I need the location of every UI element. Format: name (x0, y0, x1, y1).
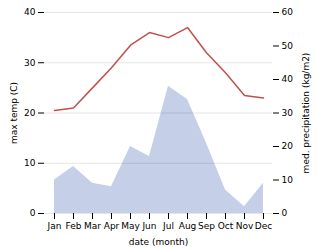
svg-text:Nov: Nov (236, 221, 254, 231)
svg-text:50: 50 (282, 41, 294, 51)
svg-text:Aug: Aug (179, 221, 197, 231)
svg-text:0: 0 (30, 208, 36, 218)
svg-text:Apr: Apr (104, 221, 120, 231)
svg-text:May: May (121, 221, 140, 231)
svg-text:10: 10 (24, 158, 36, 168)
svg-text:med. precipitation (kg/m2): med. precipitation (kg/m2) (301, 53, 311, 174)
svg-text:30: 30 (24, 58, 36, 68)
svg-text:Dec: Dec (255, 221, 272, 231)
svg-text:20: 20 (24, 108, 36, 118)
svg-text:Jan: Jan (47, 221, 62, 231)
svg-text:date (month): date (month) (129, 237, 188, 247)
svg-text:Oct: Oct (218, 221, 234, 231)
svg-text:30: 30 (282, 108, 294, 118)
svg-text:20: 20 (282, 141, 294, 151)
svg-text:Mar: Mar (84, 221, 101, 231)
svg-text:40: 40 (24, 7, 36, 17)
svg-text:0: 0 (282, 208, 288, 218)
svg-text:Jul: Jul (162, 221, 174, 231)
svg-text:max temp (C): max temp (C) (9, 82, 19, 144)
svg-text:10: 10 (282, 175, 294, 185)
svg-text:60: 60 (282, 7, 294, 17)
svg-text:40: 40 (282, 74, 294, 84)
svg-text:Jun: Jun (141, 221, 156, 231)
svg-text:Sep: Sep (198, 221, 215, 231)
svg-text:Feb: Feb (66, 221, 82, 231)
